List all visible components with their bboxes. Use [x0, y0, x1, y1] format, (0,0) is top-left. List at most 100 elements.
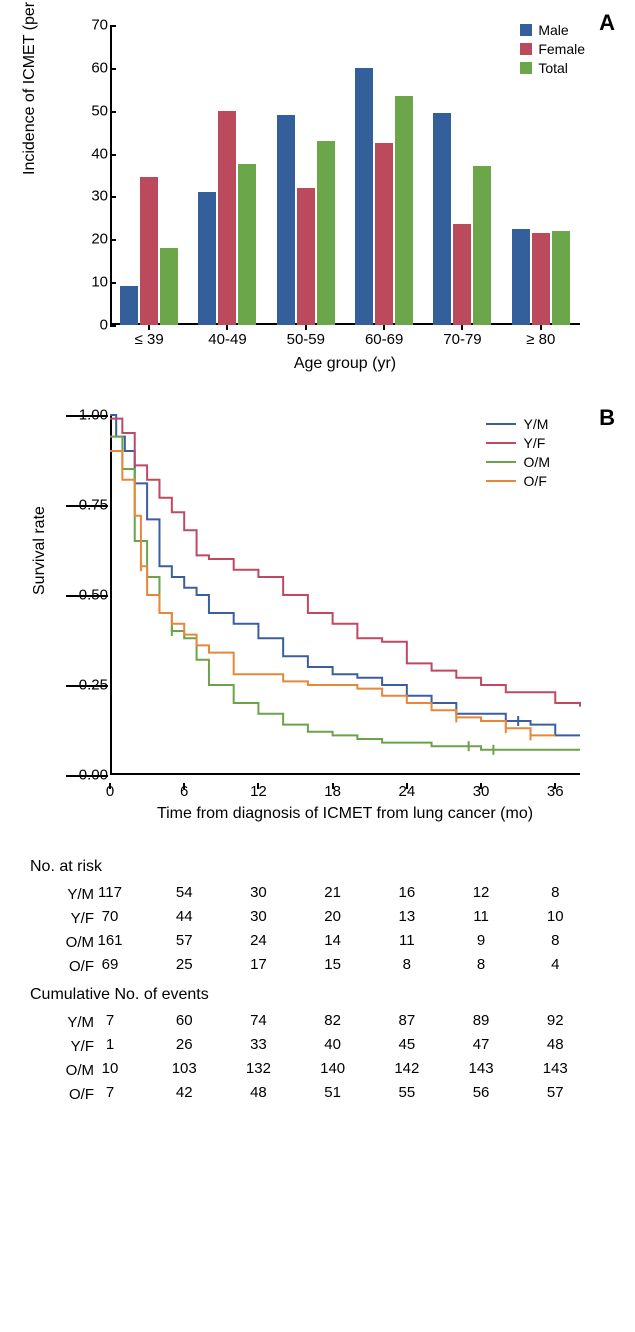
- chart-a-yticks: 010203040506070: [72, 25, 108, 325]
- risk-cell: 45: [398, 1036, 415, 1053]
- risk-tables: No. at riskY/M11754302116128Y/F704430201…: [30, 858, 620, 1106]
- risk-cell: 143: [469, 1060, 494, 1077]
- chart-a-bar: [317, 141, 335, 325]
- chart-a-bar: [512, 229, 530, 325]
- risk-cell: 54: [176, 884, 193, 901]
- risk-row-label: Y/M: [30, 886, 98, 903]
- risk-cell: 10: [102, 1060, 119, 1077]
- legend-swatch: [520, 62, 532, 74]
- legend-item: O/M: [486, 454, 550, 470]
- legend-label: Total: [538, 60, 568, 76]
- chart-a-group: ≤ 39: [110, 25, 188, 325]
- risk-cell: 30: [250, 884, 267, 901]
- risk-cell: 16: [398, 884, 415, 901]
- risk-row-cells: 7424851555657: [110, 1084, 620, 1104]
- legend-label: Y/M: [524, 416, 549, 432]
- risk-cell: 92: [547, 1012, 564, 1029]
- legend-item: Female: [520, 41, 585, 57]
- risk-cell: 4: [551, 956, 559, 973]
- risk-cell: 57: [176, 932, 193, 949]
- legend-line: [486, 461, 516, 463]
- risk-table-row: O/F7424851555657: [30, 1082, 620, 1106]
- chart-a-bar: [375, 143, 393, 325]
- chart-a-bar: [453, 224, 471, 325]
- risk-cell: 8: [477, 956, 485, 973]
- risk-row-label: O/F: [30, 958, 98, 975]
- risk-cell: 42: [176, 1084, 193, 1101]
- risk-table-row: Y/F1263340454748: [30, 1034, 620, 1058]
- legend-label: O/M: [524, 454, 550, 470]
- risk-row-cells: 10103132140142143143: [110, 1060, 620, 1080]
- risk-row-cells: 1615724141198: [110, 932, 620, 952]
- legend-swatch: [520, 43, 532, 55]
- risk-cell: 69: [102, 956, 119, 973]
- risk-cell: 103: [172, 1060, 197, 1077]
- risk-row-cells: 70443020131110: [110, 908, 620, 928]
- survival-chart-b: Survival rate 0.000.250.500.751.00 06121…: [30, 400, 610, 850]
- legend-label: Y/F: [524, 435, 546, 451]
- chart-a-ytick: 70: [72, 17, 108, 34]
- chart-a-bar: [277, 115, 295, 325]
- risk-cell: 24: [250, 932, 267, 949]
- risk-cell: 132: [246, 1060, 271, 1077]
- chart-a-ytick: 30: [72, 188, 108, 205]
- chart-a-bars: ≤ 3940-4950-5960-6970-79≥ 80: [110, 25, 580, 325]
- risk-cell: 48: [547, 1036, 564, 1053]
- risk-table-row: Y/F70443020131110: [30, 906, 620, 930]
- risk-table-row: O/M10103132140142143143: [30, 1058, 620, 1082]
- risk-cell: 74: [250, 1012, 267, 1029]
- risk-cell: 8: [551, 932, 559, 949]
- chart-a-group: 50-59: [267, 25, 345, 325]
- risk-cell: 8: [551, 884, 559, 901]
- risk-table-title: No. at risk: [30, 858, 620, 876]
- risk-row-cells: 69251715884: [110, 956, 620, 976]
- risk-cell: 40: [324, 1036, 341, 1053]
- risk-cell: 12: [473, 884, 490, 901]
- risk-cell: 8: [403, 956, 411, 973]
- chart-a-bar: [433, 113, 451, 325]
- risk-cell: 20: [324, 908, 341, 925]
- chart-a-bar: [355, 68, 373, 325]
- legend-line: [486, 442, 516, 444]
- chart-a-group: 40-49: [188, 25, 266, 325]
- chart-a-ytick: 60: [72, 59, 108, 76]
- legend-line: [486, 423, 516, 425]
- risk-cell: 57: [547, 1084, 564, 1101]
- chart-a-bar: [218, 111, 236, 325]
- chart-a-xcat: 50-59: [267, 331, 345, 348]
- risk-cell: 11: [473, 908, 489, 925]
- risk-cell: 25: [176, 956, 193, 973]
- chart-a-bar: [238, 164, 256, 325]
- chart-a-bar: [532, 233, 550, 325]
- risk-cell: 7: [106, 1084, 114, 1101]
- chart-a-xcat: ≥ 80: [502, 331, 580, 348]
- chart-a-ytick: 10: [72, 274, 108, 291]
- chart-a-group: 70-79: [423, 25, 501, 325]
- risk-cell: 140: [320, 1060, 345, 1077]
- legend-line: [486, 480, 516, 482]
- risk-row-label: O/M: [30, 1062, 98, 1079]
- risk-table-title: Cumulative No. of events: [30, 986, 620, 1004]
- risk-cell: 10: [547, 908, 564, 925]
- survival-line: [110, 451, 555, 735]
- legend-item: Male: [520, 22, 585, 38]
- legend-item: Total: [520, 60, 585, 76]
- chart-b-ylabel: Survival rate: [31, 506, 49, 595]
- legend-label: Female: [538, 41, 585, 57]
- risk-cell: 48: [250, 1084, 267, 1101]
- chart-a-bar: [552, 231, 570, 325]
- chart-a-group: 60-69: [345, 25, 423, 325]
- chart-b-xticks: 061218243036: [110, 775, 580, 805]
- chart-a-ytick: 0: [72, 317, 108, 334]
- risk-row-cells: 1263340454748: [110, 1036, 620, 1056]
- risk-cell: 55: [398, 1084, 415, 1101]
- risk-cell: 14: [324, 932, 341, 949]
- legend-swatch: [520, 24, 532, 36]
- chart-a-ytick: 40: [72, 145, 108, 162]
- chart-b-legend: Y/MY/FO/MO/F: [486, 416, 550, 492]
- risk-cell: 87: [398, 1012, 415, 1029]
- risk-cell: 47: [473, 1036, 490, 1053]
- risk-cell: 11: [399, 932, 415, 949]
- chart-a-xcat: 70-79: [423, 331, 501, 348]
- risk-cell: 13: [398, 908, 415, 925]
